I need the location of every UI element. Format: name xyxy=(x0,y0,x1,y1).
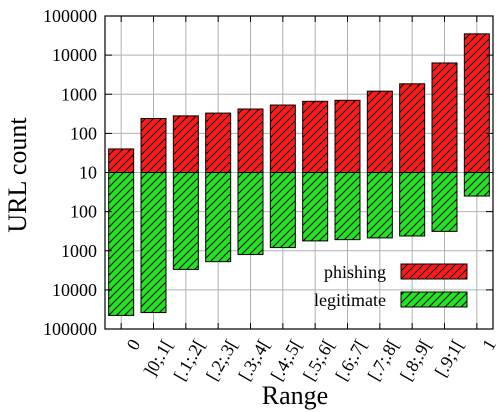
x-tick-label: [.6;.7[ xyxy=(331,336,370,384)
y-tick-label: 1000 xyxy=(61,84,97,104)
bar-phishing xyxy=(172,115,199,173)
legend-label-phishing: phishing xyxy=(324,262,386,282)
x-tick-label: 1 xyxy=(478,336,500,354)
legend-swatch-phishing xyxy=(400,263,468,280)
bar-legitimate xyxy=(172,172,199,270)
y-tick-label: 10000 xyxy=(52,280,97,300)
bar-legitimate xyxy=(302,172,329,242)
bars xyxy=(108,33,490,316)
y-axis-ticks: 100000 10000 1000 100 10 100 1000 10000 100000 xyxy=(43,6,97,339)
bar-legitimate xyxy=(269,172,296,249)
x-tick-label: [.3;.4[ xyxy=(234,336,273,384)
y-tick-label: 10000 xyxy=(52,45,97,65)
x-axis-ticks: 0]0;.1[[.1;.2[[.2;.3[[.3;.4[[.4;.5[[.5;.… xyxy=(123,336,500,384)
bar-legitimate xyxy=(108,172,135,316)
legend-label-legitimate: legitimate xyxy=(314,290,386,310)
x-tick-label: 0 xyxy=(123,336,145,354)
bar-legitimate xyxy=(399,172,426,237)
legend-swatch-legitimate xyxy=(400,291,468,308)
bar-legitimate xyxy=(366,172,393,239)
x-tick-label: [.9;1[ xyxy=(431,336,468,380)
x-tick-label: [.8;.9[ xyxy=(396,336,435,384)
bar-phishing xyxy=(140,117,167,173)
y-axis-title: URL count xyxy=(3,117,32,233)
plot-frame xyxy=(104,15,494,330)
bar-legitimate xyxy=(334,172,361,241)
bar-phishing xyxy=(302,100,329,173)
bar-legitimate xyxy=(463,172,490,197)
bar-phishing xyxy=(269,104,296,173)
bar-legitimate xyxy=(431,172,458,232)
y-tick-label: 100000 xyxy=(43,319,97,339)
y-tick-label: 1000 xyxy=(61,241,97,261)
bar-legitimate xyxy=(205,172,232,263)
y-tick-label: 100000 xyxy=(43,6,97,26)
x-tick-label: [.5;.6[ xyxy=(299,336,338,384)
bar-legitimate xyxy=(140,172,167,314)
x-tick-label: [.4;.5[ xyxy=(267,336,306,384)
bar-phishing xyxy=(237,108,264,173)
bar-phishing xyxy=(463,33,490,174)
bar-phishing xyxy=(205,112,232,173)
bar-phishing xyxy=(334,99,361,173)
legend: phishing legitimate xyxy=(314,262,468,310)
y-tick-label: 100 xyxy=(70,123,97,143)
bar-phishing xyxy=(399,83,426,173)
bar-phishing xyxy=(108,148,135,173)
y-tick-label: 100 xyxy=(70,202,97,222)
x-tick-label: [.1;.2[ xyxy=(170,336,209,384)
bar-phishing xyxy=(431,62,458,173)
bar-phishing xyxy=(366,90,393,173)
bar-legitimate xyxy=(237,172,264,256)
x-tick-label: [.2;.3[ xyxy=(202,336,241,384)
y-tick-label: 10 xyxy=(79,163,97,183)
x-tick-label: [.7;.8[ xyxy=(364,336,403,384)
x-axis-title: Range xyxy=(262,381,328,410)
